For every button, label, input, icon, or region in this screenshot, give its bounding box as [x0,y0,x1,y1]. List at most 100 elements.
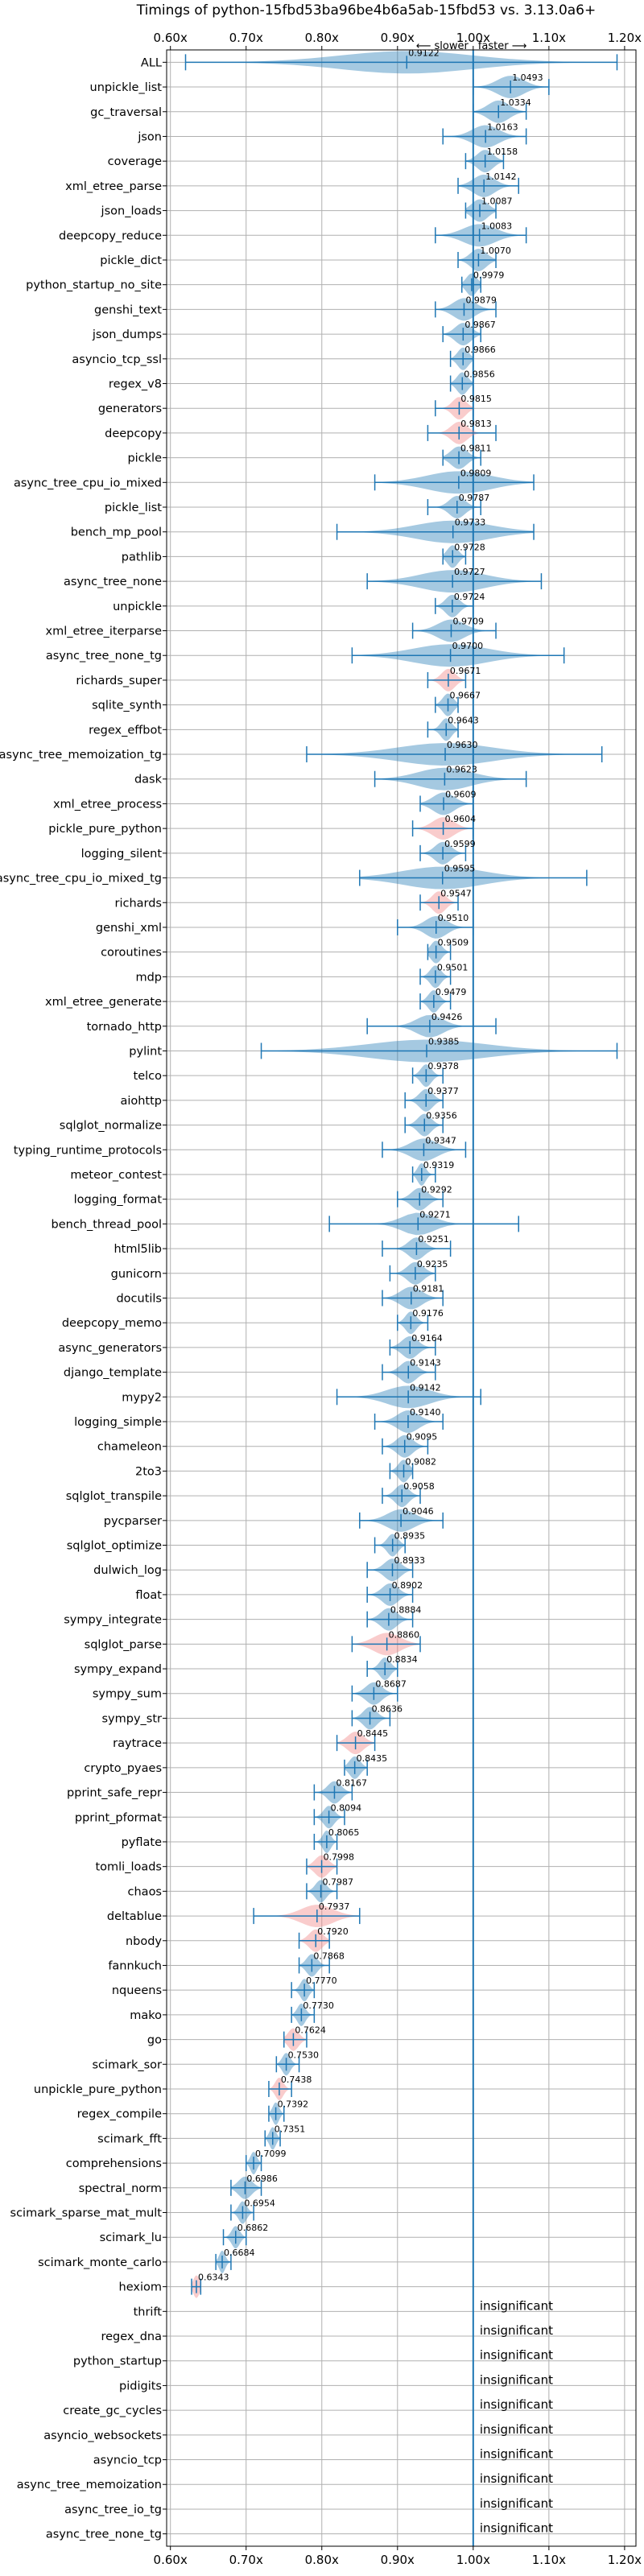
value-label: 0.9733 [455,518,486,528]
category-label: meteor_contest [70,1169,162,1182]
top-tick-label: 1.20x [608,31,642,45]
value-label: 1.0142 [485,171,517,182]
value-label: 0.9356 [426,1111,457,1121]
slower-direction-label: ⟵ slower [416,40,469,52]
value-label: 0.9509 [438,938,469,948]
value-label: 0.9547 [440,888,472,898]
category-label: richards [114,897,162,910]
value-label: 0.9122 [408,47,440,58]
value-label: 0.7099 [255,2149,287,2159]
insignificant-label: insignificant [480,2397,553,2412]
value-label: 0.6862 [237,2223,269,2233]
value-label: 0.9671 [450,666,481,676]
value-label: 0.7392 [278,2099,309,2110]
category-label: regex_effbot [89,724,162,737]
bottom-tick-label: 0.60x [154,2553,188,2567]
category-label: async_generators [58,1342,162,1355]
category-label: pidigits [119,2380,162,2392]
category-label: async_tree_cpu_io_mixed [14,477,162,489]
value-label: 0.9347 [425,1135,456,1146]
value-label: 0.8167 [336,1778,367,1789]
category-label: sympy_sum [93,1688,162,1701]
category-label: go [147,2034,162,2047]
label-layer: ALL 0.9122 unpickle_list 1.0493 gc_traversal… [0,47,553,2541]
category-label: json_loads [101,205,162,218]
value-label: 0.9176 [412,1308,444,1319]
insignificant-label: insignificant [480,2348,553,2363]
category-label: sqlglot_parse [85,1638,162,1651]
value-label: 0.9426 [431,1012,463,1022]
category-label: logging_simple [74,1416,162,1429]
value-label: 0.9979 [473,270,505,281]
grid-layer [167,50,636,2546]
category-label: logging_format [74,1194,163,1207]
value-label: 0.9809 [460,468,492,478]
value-label: 0.8935 [394,1531,426,1542]
value-label: 0.9510 [438,913,469,923]
category-label: aiohttp [120,1095,162,1108]
value-label: 0.9140 [410,1407,441,1418]
category-label: dulwich_log [93,1564,162,1577]
value-label: 0.9856 [464,369,495,379]
insignificant-label: insignificant [480,2422,553,2437]
value-label: 1.0070 [480,246,511,256]
axis-layer: 0.60x 0.60x 0.70x 0.70x 0.80x 0.80x 0.90x 0.90x… [154,31,642,2567]
category-label: chaos [128,1885,162,1898]
category-label: html5lib [114,1243,162,1256]
value-label: 0.7920 [317,1926,349,1937]
category-label: spectral_norm [79,2182,162,2195]
category-label: async_tree_none_tg [46,2529,162,2541]
value-label: 0.7730 [303,2000,334,2011]
value-label: 0.9811 [460,444,492,454]
value-label: 0.7987 [323,1876,354,1887]
value-label: 0.8933 [394,1555,425,1566]
value-label: 0.6954 [244,2198,275,2209]
insignificant-label: insignificant [480,2323,553,2338]
value-label: 0.9082 [406,1456,437,1467]
category-label: fannkuch [108,1959,162,1972]
value-label: 0.8884 [390,1605,421,1616]
category-label: gc_traversal [90,106,162,119]
category-label: pprint_safe_repr [67,1787,162,1800]
category-label: json [137,130,162,143]
category-label: crypto_pyaes [84,1762,162,1775]
category-label: sqlite_synth [92,700,162,712]
category-label: python_startup_no_site [26,279,162,292]
category-label: async_tree_none_tg [46,650,162,663]
category-label: asyncio_websockets [43,2429,162,2442]
value-label: 0.9319 [423,1160,455,1170]
value-label: 0.9623 [446,765,477,775]
value-label: 0.9867 [464,320,496,330]
category-label: raytrace [113,1737,162,1750]
category-label: regex_v8 [109,378,162,390]
insignificant-label: insignificant [480,2298,553,2313]
value-label: 0.6986 [246,2174,278,2184]
value-label: 0.9292 [421,1185,452,1195]
category-label: docutils [116,1293,162,1306]
value-label: 0.6343 [198,2273,229,2283]
category-label: typing_runtime_protocols [14,1144,162,1157]
category-label: pickle_dict [100,254,162,267]
value-label: 0.9787 [459,493,490,503]
top-tick-label: 1.00x [456,31,490,45]
category-label: gunicorn [111,1268,162,1281]
bottom-tick-label: 0.80x [305,2553,339,2567]
value-label: 0.9709 [452,617,484,627]
value-label: 0.9235 [417,1259,448,1269]
category-label: telco [134,1070,163,1083]
category-label: async_tree_io_tg [64,2504,162,2516]
category-label: comprehensions [66,2157,162,2170]
category-label: async_tree_memoization [17,2479,162,2491]
value-label: 1.0163 [487,122,518,132]
category-label: pathlib [122,551,162,564]
value-label: 0.9813 [460,419,492,429]
top-tick-label: 0.80x [305,31,339,45]
category-label: mako [130,2009,162,2022]
category-label: sqlglot_normalize [60,1120,162,1133]
category-label: hexiom [119,2281,162,2294]
category-label: unpickle_pure_python [34,2083,162,2096]
category-label: deepcopy_memo [62,1317,162,1330]
category-label: bench_mp_pool [71,526,162,539]
value-label: 0.7770 [306,1975,337,1986]
